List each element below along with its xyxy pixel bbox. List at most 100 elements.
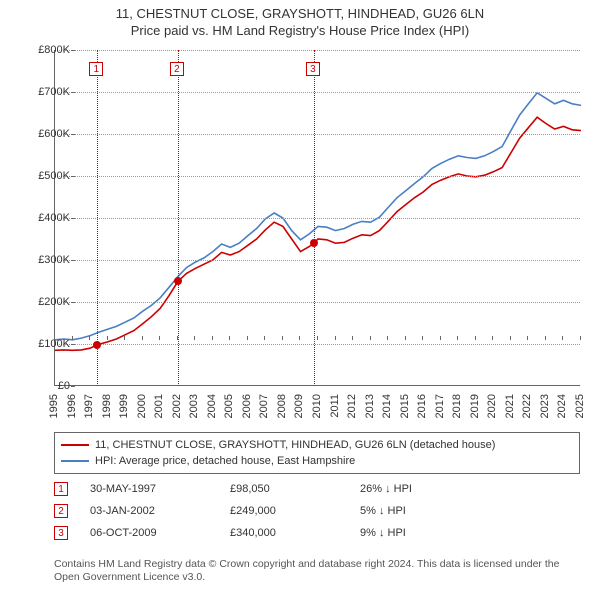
gridline-horizontal <box>55 50 580 51</box>
sales-row-diff: 26% ↓ HPI <box>360 483 480 495</box>
sale-marker-line <box>178 50 179 386</box>
sales-row-diff: 5% ↓ HPI <box>360 505 480 517</box>
x-tick-label: 2006 <box>241 394 253 418</box>
gridline-horizontal <box>55 260 580 261</box>
x-tick-label: 2012 <box>346 394 358 418</box>
x-tick-mark <box>264 336 265 340</box>
x-tick-mark <box>387 336 388 340</box>
y-tick-label: £400K <box>20 212 70 224</box>
x-tick-label: 2021 <box>504 394 516 418</box>
chart-title-line2: Price paid vs. HM Land Registry's House … <box>0 23 600 38</box>
sales-row-date: 03-JAN-2002 <box>90 505 230 517</box>
sale-marker-box: 1 <box>89 62 103 76</box>
gridline-horizontal <box>55 302 580 303</box>
y-tick-label: £600K <box>20 128 70 140</box>
x-tick-mark <box>299 336 300 340</box>
x-tick-label: 2024 <box>556 394 568 418</box>
x-tick-label: 2001 <box>153 394 165 418</box>
sales-row-price: £249,000 <box>230 505 360 517</box>
sales-row-date: 30-MAY-1997 <box>90 483 230 495</box>
sales-row-marker: 2 <box>54 504 68 518</box>
sale-marker-dot <box>310 239 318 247</box>
x-tick-label: 2002 <box>171 394 183 418</box>
x-tick-mark <box>159 336 160 340</box>
legend-label-property: 11, CHESTNUT CLOSE, GRAYSHOTT, HINDHEAD,… <box>95 439 495 451</box>
sale-marker-line <box>314 50 315 386</box>
x-tick-mark <box>352 336 353 340</box>
sale-marker-box: 2 <box>170 62 184 76</box>
x-tick-mark <box>580 336 581 340</box>
x-tick-label: 2003 <box>188 394 200 418</box>
x-tick-label: 2010 <box>311 394 323 418</box>
series-line-property <box>55 117 581 350</box>
sale-marker-dot <box>174 277 182 285</box>
x-tick-mark <box>194 336 195 340</box>
x-tick-mark <box>545 336 546 340</box>
x-tick-mark <box>527 336 528 340</box>
sales-table-row: 306-OCT-2009£340,0009% ↓ HPI <box>54 522 580 544</box>
y-tick-label: £100K <box>20 338 70 350</box>
x-tick-label: 1996 <box>66 394 78 418</box>
x-tick-mark <box>510 336 511 340</box>
x-tick-mark <box>422 336 423 340</box>
x-tick-mark <box>457 336 458 340</box>
sales-table-row: 130-MAY-1997£98,05026% ↓ HPI <box>54 478 580 500</box>
x-tick-label: 2017 <box>434 394 446 418</box>
y-tick-label: £0 <box>20 380 70 392</box>
y-tick-label: £500K <box>20 170 70 182</box>
x-tick-mark <box>335 336 336 340</box>
x-tick-mark <box>212 336 213 340</box>
y-tick-label: £800K <box>20 44 70 56</box>
x-tick-mark <box>492 336 493 340</box>
x-tick-mark <box>124 336 125 340</box>
x-tick-mark <box>475 336 476 340</box>
gridline-horizontal <box>55 344 580 345</box>
x-tick-label: 2018 <box>451 394 463 418</box>
x-tick-label: 2019 <box>469 394 481 418</box>
x-tick-mark <box>562 336 563 340</box>
x-tick-label: 2013 <box>364 394 376 418</box>
x-tick-mark <box>177 336 178 340</box>
y-tick-label: £200K <box>20 296 70 308</box>
x-tick-label: 2025 <box>574 394 586 418</box>
x-tick-label: 2007 <box>258 394 270 418</box>
x-tick-mark <box>405 336 406 340</box>
legend-swatch-hpi <box>61 460 89 462</box>
sales-row-date: 06-OCT-2009 <box>90 527 230 539</box>
x-tick-mark <box>89 336 90 340</box>
chart-title-line1: 11, CHESTNUT CLOSE, GRAYSHOTT, HINDHEAD,… <box>0 6 600 21</box>
x-tick-label: 2011 <box>329 394 341 418</box>
sale-marker-box: 3 <box>306 62 320 76</box>
x-tick-mark <box>54 336 55 340</box>
x-tick-mark <box>107 336 108 340</box>
x-tick-label: 2008 <box>276 394 288 418</box>
legend-row-hpi: HPI: Average price, detached house, East… <box>61 453 573 469</box>
legend-row-property: 11, CHESTNUT CLOSE, GRAYSHOTT, HINDHEAD,… <box>61 437 573 453</box>
x-tick-mark <box>282 336 283 340</box>
gridline-horizontal <box>55 134 580 135</box>
x-tick-mark <box>440 336 441 340</box>
x-tick-label: 2023 <box>539 394 551 418</box>
x-tick-label: 2022 <box>521 394 533 418</box>
sales-table-row: 2 03-JAN-2002£249,0005% ↓ HPI <box>54 500 580 522</box>
chart-legend: 11, CHESTNUT CLOSE, GRAYSHOTT, HINDHEAD,… <box>54 432 580 474</box>
x-tick-label: 2005 <box>223 394 235 418</box>
x-tick-label: 1995 <box>48 394 60 418</box>
legend-label-hpi: HPI: Average price, detached house, East… <box>95 455 355 467</box>
x-tick-mark <box>370 336 371 340</box>
x-tick-mark <box>72 336 73 340</box>
x-tick-mark <box>317 336 318 340</box>
sales-table: 130-MAY-1997£98,05026% ↓ HPI203-JAN-2002… <box>54 478 580 544</box>
x-tick-label: 2000 <box>136 394 148 418</box>
x-tick-label: 2014 <box>381 394 393 418</box>
sales-row-marker: 1 <box>54 482 68 496</box>
x-tick-label: 2009 <box>293 394 305 418</box>
x-tick-label: 2015 <box>399 394 411 418</box>
sales-row-diff: 9% ↓ HPI <box>360 527 480 539</box>
legend-swatch-property <box>61 444 89 446</box>
x-tick-label: 2016 <box>416 394 428 418</box>
gridline-horizontal <box>55 218 580 219</box>
sales-row-marker: 3 <box>54 526 68 540</box>
gridline-horizontal <box>55 176 580 177</box>
y-tick-label: £300K <box>20 254 70 266</box>
